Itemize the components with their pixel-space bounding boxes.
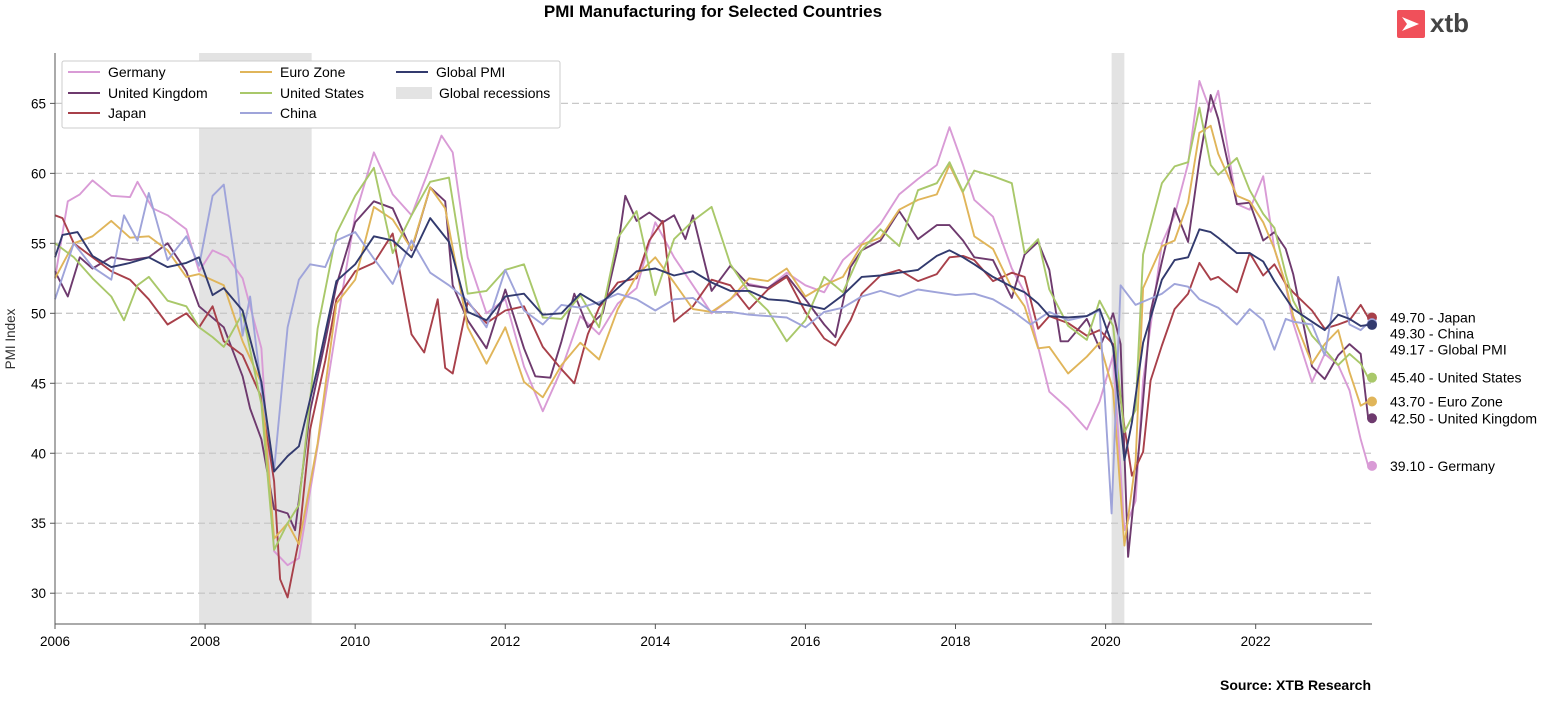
y-tick-label-65: 65 <box>31 96 46 111</box>
y-tick-label-40: 40 <box>31 446 46 461</box>
x-tick-label-2014: 2014 <box>640 634 671 649</box>
series-line-euro-zone <box>54 124 1369 547</box>
end-marker-united-states <box>1367 372 1377 383</box>
legend-swatch-recessions <box>396 87 432 99</box>
x-tick-label-2012: 2012 <box>490 634 520 649</box>
legend: Germany United Kingdom Japan Euro Zone Unite… <box>61 60 561 129</box>
end-marker-germany <box>1367 460 1377 471</box>
series-line-united-states <box>54 106 1370 551</box>
series-line-japan <box>54 214 1370 599</box>
y-tick-label-35: 35 <box>31 516 46 531</box>
y-tick-label-60: 60 <box>31 166 46 181</box>
end-label-united-kingdom: 42.50 - United Kingdom <box>1390 410 1537 426</box>
y-tick-label-30: 30 <box>31 586 46 601</box>
xtb-logo: xtb <box>1397 8 1469 38</box>
chart-title: PMI Manufacturing for Selected Countries <box>544 2 882 21</box>
x-tick-labels: 2006 2008 2010 2012 2014 2016 2018 2020 2022 <box>40 624 1271 649</box>
end-marker-euro-zone <box>1367 396 1377 407</box>
recession-bands <box>199 53 1125 624</box>
y-tick-label-45: 45 <box>31 376 46 391</box>
y-tick-label-50: 50 <box>31 306 46 321</box>
y-axis-label: PMI Index <box>3 308 18 369</box>
end-label-germany: 39.10 - Germany <box>1390 458 1495 474</box>
end-label-global-pmi: 49.17 - Global PMI <box>1390 342 1507 358</box>
legend-label-china: China <box>280 105 317 121</box>
end-label-united-states: 45.40 - United States <box>1390 370 1522 386</box>
x-tick-label-2006: 2006 <box>40 634 70 649</box>
legend-label-japan: Japan <box>108 105 146 121</box>
legend-label-recessions: Global recessions <box>439 85 550 101</box>
legend-label-euro-zone: Euro Zone <box>280 64 346 80</box>
x-tick-label-2016: 2016 <box>790 634 820 649</box>
y-tick-label-55: 55 <box>31 236 46 251</box>
x-tick-label-2020: 2020 <box>1091 634 1121 649</box>
end-label-china: 49.30 - China <box>1390 326 1474 342</box>
series-lines <box>54 80 1370 599</box>
x-tick-label-2008: 2008 <box>190 634 220 649</box>
xtb-logo-text: xtb <box>1430 8 1469 38</box>
x-tick-label-2010: 2010 <box>340 634 370 649</box>
legend-label-germany: Germany <box>108 64 166 80</box>
series-line-global-pmi <box>54 217 1369 473</box>
x-tick-label-2022: 2022 <box>1241 634 1271 649</box>
axes <box>54 53 1372 625</box>
legend-label-united-kingdom: United Kingdom <box>108 85 208 101</box>
end-marker-united-kingdom <box>1367 413 1377 424</box>
legend-label-united-states: United States <box>280 85 364 101</box>
y-tick-labels: 30 35 40 45 50 55 60 65 <box>31 96 55 601</box>
legend-box <box>61 60 561 129</box>
end-label-euro-zone: 43.70 - Euro Zone <box>1390 393 1503 409</box>
x-tick-label-2018: 2018 <box>940 634 970 649</box>
legend-label-global-pmi: Global PMI <box>436 64 505 80</box>
series-line-china <box>54 183 1369 515</box>
series-line-united-kingdom <box>54 94 1370 558</box>
end-label-japan: 49.70 - Japan <box>1390 310 1476 326</box>
plot-area: 30 35 40 45 50 55 60 65 2006 2008 2010 2012 2014 201… <box>31 53 1537 649</box>
xtb-logo-mark <box>1402 17 1419 31</box>
end-marker-global-pmi <box>1367 319 1377 330</box>
source-note: Source: XTB Research <box>1220 677 1371 693</box>
